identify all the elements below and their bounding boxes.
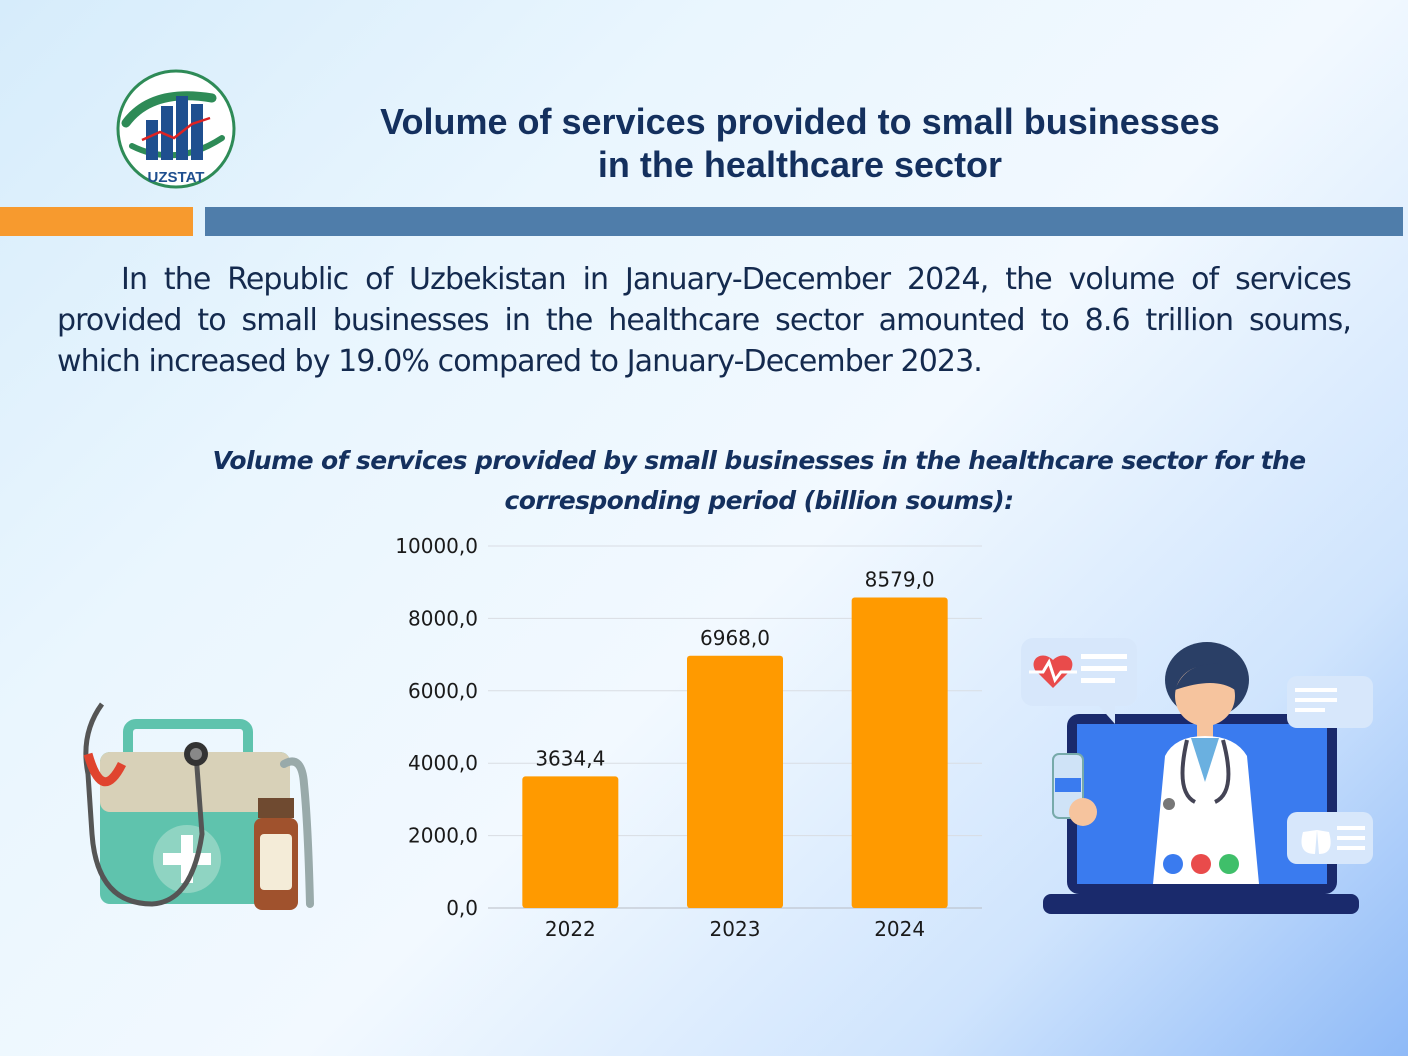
x-tick-label: 2022 [545,917,596,941]
data-label: 6968,0 [700,626,770,650]
header-divider-blue [205,207,1403,236]
video-call-icon [1163,854,1183,874]
page-title: Volume of services provided to small bus… [300,100,1300,186]
bar [851,597,948,908]
y-tick-label: 8000,0 [408,606,478,630]
bar-chart: 0,0 2000,0 4000,0 6000,0 8000,0 10000,0 3634,4… [395,534,982,941]
page-title-line2: in the healthcare sector [597,144,1003,185]
medicine-bottle-icon [254,798,298,910]
y-tick-label: 0,0 [446,896,478,920]
doctor-telemedicine-icon [1021,638,1373,914]
data-label: 8579,0 [865,567,935,591]
y-tick-label: 2000,0 [408,824,478,848]
intro-paragraph: In the Republic of Uzbekistan in January… [57,262,1352,379]
stethoscope-icon [83,702,208,907]
phone-icon [1191,854,1211,874]
x-tick-label: 2024 [874,917,925,941]
data-label: 3634,4 [535,746,605,770]
x-tick-label: 2023 [710,917,761,941]
page-title-line1: Volume of services provided to small bus… [380,101,1220,142]
heart-rate-icon [1029,655,1077,688]
header-divider-orange [0,207,193,236]
bar [687,655,783,908]
chart-title: Volume of services provided by small bus… [212,446,1306,515]
bar [522,776,619,908]
uzstat-logo: UZSTAT [116,69,236,189]
logo-text: UZSTAT [148,169,205,186]
y-tick-label: 10000,0 [395,534,478,558]
microphone-icon [1219,854,1239,874]
y-tick-label: 6000,0 [408,679,478,703]
lungs-icon [1301,830,1331,854]
y-tick-label: 4000,0 [408,751,478,775]
medical-kit-icon [83,702,314,910]
